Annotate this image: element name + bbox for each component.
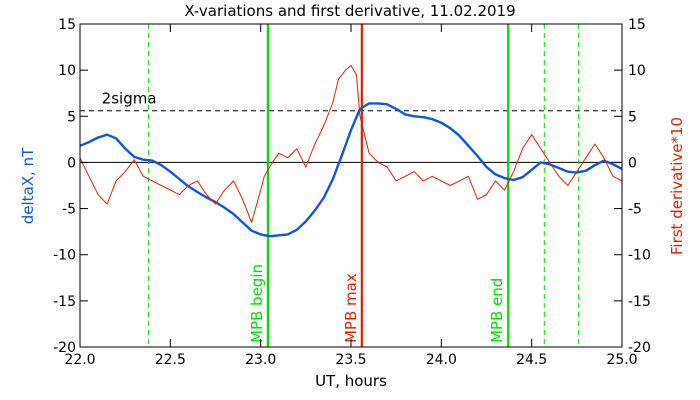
axes: 22.0 22.5 23.0 23.5 24.0 24.5 25.0 15 15 10 10 5 5 0 0… [53,17,651,368]
y-tick-label-right: 10 [628,63,646,79]
x-tick-label: 22.5 [155,352,186,368]
sigma-label: 2sigma [102,90,157,108]
y-tick-label-right: -10 [628,248,651,264]
derivative-series-line [79,65,623,223]
event-label: MPB max [342,273,360,343]
y-tick-label-right: 5 [628,109,637,125]
x-tick-label: 23.0 [245,352,276,368]
y-tick-label-right: 15 [628,17,646,33]
y-tick-label-left: -10 [53,248,76,264]
event-label: MPB end [488,278,506,343]
x-tick-label: 23.5 [335,352,366,368]
y-tick-label-left: -20 [53,340,76,356]
y-tick-label-right: -5 [628,202,642,218]
y-tick-label-left: -5 [62,202,76,218]
x-tick-label: 22.0 [64,352,95,368]
y-axis-label-left: deltaX, nT [19,147,37,224]
chart-title: X-variations and first derivative, 11.02… [184,2,515,20]
event-label: MPB begin [248,264,266,343]
x-tick-label: 24.0 [426,352,457,368]
x-tick-label: 25.0 [606,352,637,368]
y-tick-label-left: 5 [67,109,76,125]
y-tick-label-left: 15 [58,17,76,33]
y-tick-label-left: 10 [58,63,76,79]
y-tick-label-right: -20 [628,340,651,356]
deltax-series-line [79,102,623,238]
y-tick-label-left: 0 [67,155,76,171]
y-tick-label-right: 0 [628,155,637,171]
plot-area: 2sigma MPB begin MPB max MPB end [79,24,623,347]
y-axis-label-right: First derivative*10 [668,117,686,255]
x-axis-label: UT, hours [315,372,387,390]
y-tick-label-right: -15 [628,294,651,310]
y-tick-label-left: -15 [53,294,76,310]
x-tick-label: 24.5 [516,352,547,368]
